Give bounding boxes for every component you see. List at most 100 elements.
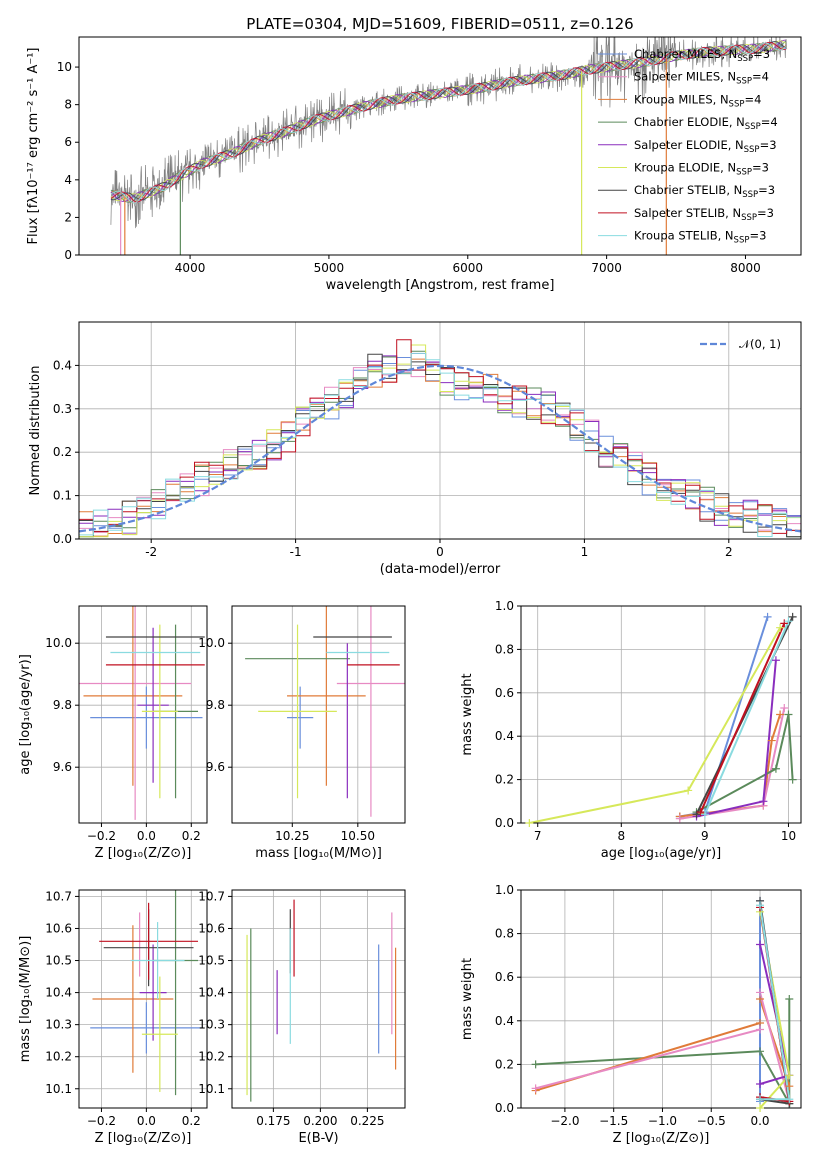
y-tick-label: 0.4 [495,1014,514,1028]
x-tick-label: 0.2 [182,829,201,843]
y-axis-label: mass weight [460,958,475,1040]
y-tick-label: 10.4 [45,986,72,1000]
spectrum-legend: Chabrier MILES, NSSP=3 Salpeter MILES, NS… [598,47,778,246]
weight-marker [756,940,765,949]
weight-marker [784,617,793,626]
y-tick-label: 0.6 [495,686,514,700]
x-axis-label: age [log₁₀(age/yr)] [601,846,722,861]
weight-marker [763,612,772,621]
weight-marker [692,810,701,819]
weight-marker [684,786,693,795]
x-tick-label: 10 [781,829,796,843]
axes-frame [231,889,406,1109]
errorbar-kroupa-stelib [130,922,185,999]
weight-marker [756,1047,765,1056]
errorbar-salpeter-miles [336,606,405,817]
errorbar-salpeter-elodie [137,627,169,783]
weight-marker [780,703,789,712]
legend-entry: Kroupa STELIB, NSSP=3 [634,229,766,246]
y-tick-label: 10.6 [45,921,72,935]
x-tick-label: 2 [725,545,733,559]
x-axis-label: Z [log₁₀(Z/Z⊙)] [95,846,192,861]
x-axis-label: wavelength [Angstrom, rest frame] [326,278,555,293]
weight-marker [784,710,793,719]
y-tick-label: 9.6 [206,760,225,774]
x-tick-label: -2 [145,545,157,559]
plot-area [110,37,788,255]
weight-marker [756,1080,765,1089]
y-tick-label: 10.5 [45,954,72,968]
x-tick-label: 0.0 [750,1114,769,1128]
x-tick-label: −1.5 [599,1114,628,1128]
y-tick-label: 10.6 [198,921,225,935]
weight-line-chabrier-miles [679,616,769,818]
errorbar-chabrier-miles [90,686,203,749]
x-tick-label: 5000 [314,261,345,275]
weight-marker [767,736,776,745]
x-tick-label: 0.2 [182,1114,201,1128]
weight-line-chabrier-elodie [535,999,791,1108]
errorbar-kroupa-miles [287,606,366,786]
x-axis-label: Z [log₁₀(Z/Z⊙)] [613,1131,710,1146]
x-tick-label: −0.2 [87,829,116,843]
panel-residuals: -2 -1 0 1 2 0.0 0.1 0.2 0.3 0.4 (data-model)/error… [28,321,802,577]
y-tick-label: 10.4 [198,986,225,1000]
y-tick-label: 1.0 [495,883,514,897]
weight-marker [531,1060,540,1069]
spectrum-data-line [110,37,788,229]
weight-marker [776,710,785,719]
y-tick-label: 0.0 [495,1101,514,1115]
weight-marker [756,1095,765,1104]
normal-curve [79,364,801,533]
gridlines [521,605,801,824]
plot-area [79,339,801,538]
weight-marker [785,995,794,1003]
y-tick-label: 10.7 [198,889,225,903]
y-tick-label: 0.4 [495,729,514,743]
y-axis-label: Normed distribution [28,366,43,496]
weight-line-kroupa-stelib [759,905,791,1101]
y-axis-label: Flux [fλ10⁻¹⁷ erg cm⁻² s⁻¹ A⁻¹] [26,48,41,245]
weight-marker [759,797,768,806]
weight-marker [696,808,705,817]
x-axis-label: mass [log₁₀(M/M⊙)] [255,846,382,861]
y-tick-label: 2 [64,210,72,224]
x-tick-label: 10.50 [341,829,375,843]
legend-entry: Salpeter ELODIE, NSSP=3 [634,138,777,155]
y-tick-label: 10.2 [198,1050,225,1064]
y-tick-label: 10.0 [198,636,225,650]
weight-marker [756,988,765,997]
y-tick-label: 10.3 [198,1018,225,1032]
plot-area [245,606,405,817]
x-tick-label: 8000 [730,261,761,275]
axes-frame [78,889,208,1109]
x-tick-label: 7000 [591,261,622,275]
x-tick-label: 8 [617,829,625,843]
legend-entry: Salpeter MILES, NSSP=4 [634,70,769,87]
spectrum-model-kroupa-miles [110,42,787,204]
errorbar-salpeter-miles [79,606,192,820]
x-tick-label: 10.25 [275,829,309,843]
weight-marker [756,901,765,910]
y-tick-label: 4 [64,173,72,187]
x-tick-label: 4000 [175,261,206,275]
y-tick-label: 1.0 [495,599,514,613]
errorbar-kroupa-elodie [258,624,337,799]
legend-entry: Chabrier STELIB, NSSP=3 [634,183,775,200]
y-tick-label: 0.3 [53,402,72,416]
weight-marker [531,1084,540,1093]
x-tick-label: 0.175 [256,1114,290,1128]
axes-frame [78,36,802,256]
y-axis-label: mass weight [460,673,475,755]
weight-marker [675,814,684,823]
y-tick-label: 0.2 [53,445,72,459]
y-tick-label: 0.2 [495,1057,514,1071]
legend-entry: Chabrier MILES, NSSP=3 [634,47,770,64]
weight-line-salpeter-stelib [699,622,786,813]
gridlines [232,606,405,823]
weight-marker [525,819,534,827]
y-tick-label: 10.0 [45,636,72,650]
errorbar-kroupa-elodie [141,624,178,799]
y-tick-label: 0.0 [53,532,72,546]
x-tick-label: 0.0 [137,1114,156,1128]
